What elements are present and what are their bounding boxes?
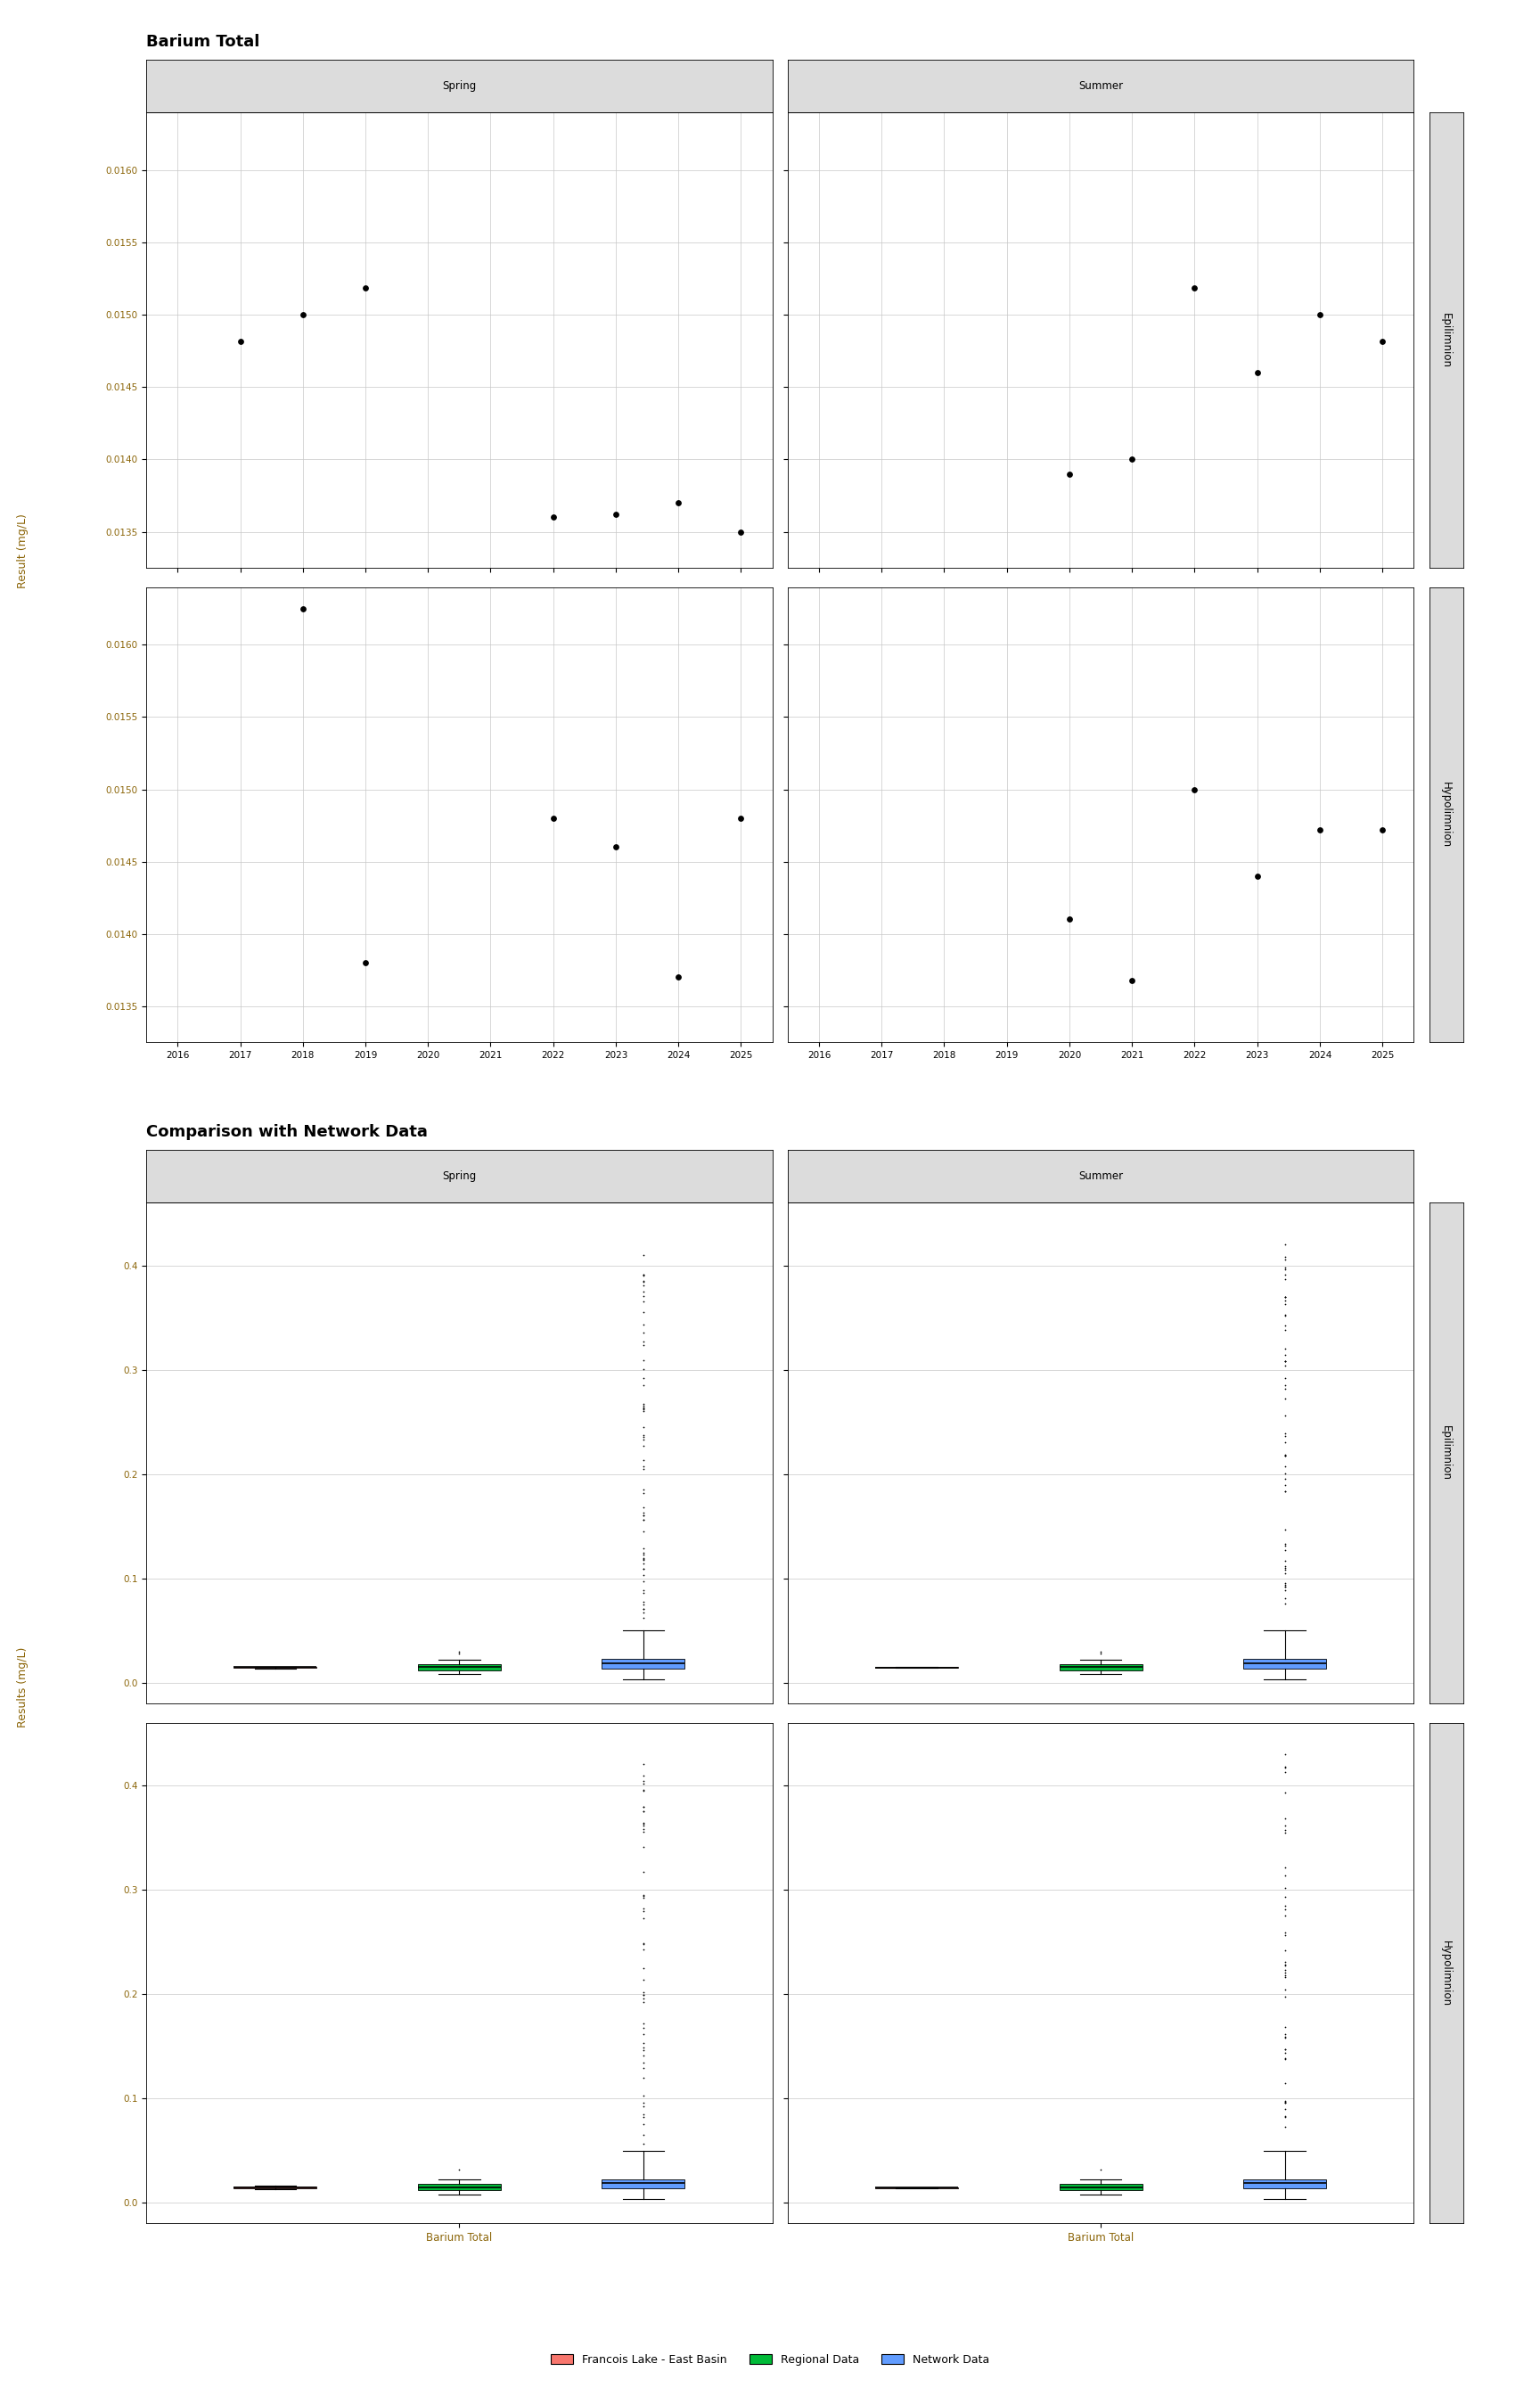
Point — [1183, 268, 1207, 307]
Point — [1244, 858, 1269, 896]
PathPatch shape — [417, 1663, 501, 1670]
Point — [479, 1040, 504, 1078]
Point — [1307, 810, 1332, 848]
Point — [1056, 901, 1081, 939]
PathPatch shape — [1243, 1658, 1326, 1668]
Point — [728, 513, 753, 551]
PathPatch shape — [1060, 2183, 1143, 2190]
Text: Spring: Spring — [442, 1172, 476, 1181]
Point — [1371, 810, 1395, 848]
PathPatch shape — [1243, 2178, 1326, 2188]
Point — [667, 958, 691, 997]
Point — [291, 295, 316, 333]
Point — [228, 321, 253, 359]
Point — [604, 496, 628, 534]
Text: Summer: Summer — [1078, 1172, 1123, 1181]
Text: Result (mg/L): Result (mg/L) — [17, 513, 29, 589]
Point — [1183, 769, 1207, 807]
Point — [1307, 295, 1332, 333]
Text: Hypolimnion: Hypolimnion — [1440, 781, 1452, 848]
Legend: Francois Lake - East Basin, Regional Data, Network Data: Francois Lake - East Basin, Regional Dat… — [545, 2348, 995, 2372]
Text: Spring: Spring — [442, 81, 476, 91]
Point — [1120, 961, 1144, 999]
PathPatch shape — [1060, 1663, 1143, 1670]
Text: Barium Total: Barium Total — [146, 34, 260, 50]
Point — [353, 944, 377, 982]
Point — [728, 800, 753, 839]
Point — [1120, 441, 1144, 479]
Point — [541, 498, 565, 537]
Point — [667, 484, 691, 522]
Point — [1371, 321, 1395, 359]
Point — [291, 589, 316, 628]
Text: Hypolimnion: Hypolimnion — [1440, 1941, 1452, 2005]
PathPatch shape — [602, 2178, 685, 2188]
Text: Epilimnion: Epilimnion — [1440, 1426, 1452, 1481]
Point — [353, 268, 377, 307]
Text: Epilimnion: Epilimnion — [1440, 311, 1452, 369]
PathPatch shape — [417, 2183, 501, 2190]
PathPatch shape — [602, 1658, 685, 1668]
Point — [1244, 355, 1269, 393]
Text: Comparison with Network Data: Comparison with Network Data — [146, 1124, 428, 1140]
Point — [1056, 455, 1081, 494]
Text: Summer: Summer — [1078, 81, 1123, 91]
Point — [541, 800, 565, 839]
Point — [604, 829, 628, 867]
Text: Results (mg/L): Results (mg/L) — [17, 1646, 29, 1728]
